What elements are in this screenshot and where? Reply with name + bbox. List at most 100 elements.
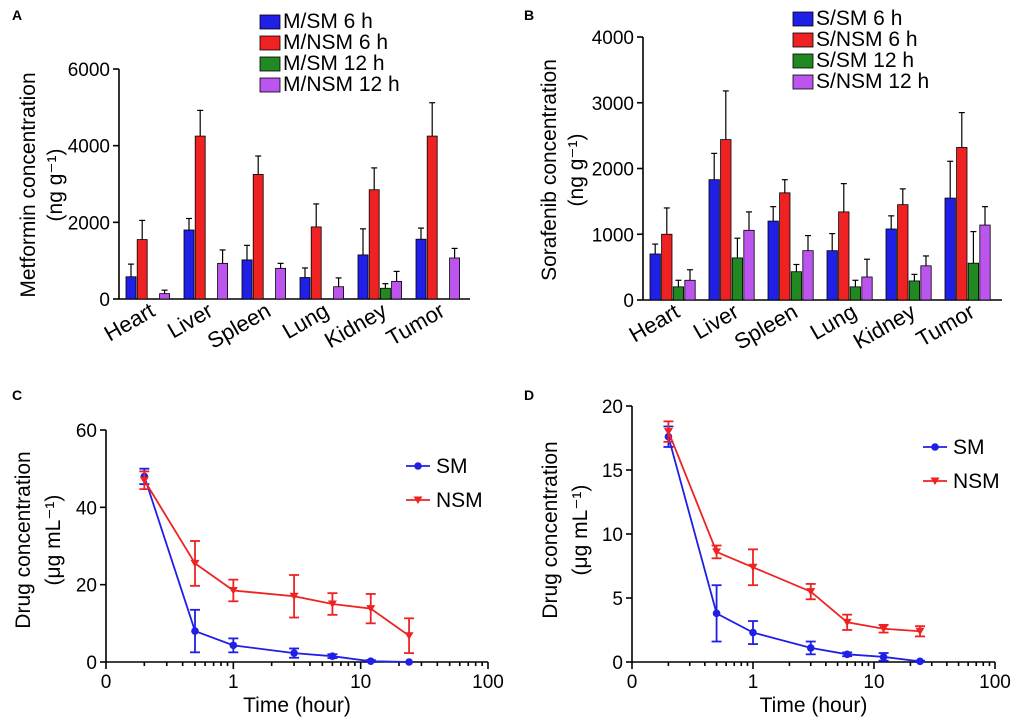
x-tick-label: 1	[748, 672, 759, 693]
bar	[672, 286, 685, 301]
x-tick-label: 10	[863, 672, 884, 693]
bar	[125, 276, 137, 300]
panel-letter-a: A	[12, 7, 22, 23]
bar	[333, 286, 345, 300]
bar	[183, 229, 195, 300]
y-tick-label: 1000	[592, 225, 634, 246]
bar	[194, 135, 206, 300]
data-point	[229, 641, 238, 650]
y-tick-label: 20	[602, 397, 623, 418]
x-tick-label: 0	[627, 672, 638, 693]
bar	[897, 204, 909, 301]
y-tick-label: 4000	[68, 137, 110, 158]
bar	[357, 254, 369, 300]
data-point	[916, 657, 924, 666]
y-axis-unit: (ng g⁻¹)	[565, 134, 588, 207]
bar	[159, 293, 171, 300]
bar	[826, 250, 838, 301]
bar	[449, 257, 461, 300]
legend-marker	[414, 462, 422, 470]
category-label: Kidney	[320, 298, 391, 353]
y-tick-label: 20	[76, 576, 97, 597]
legend-marker	[413, 496, 423, 504]
category-label: Tumor	[382, 298, 449, 351]
y-tick-label: 5	[612, 589, 623, 610]
data-point	[879, 625, 889, 633]
data-point	[405, 658, 413, 666]
data-point	[663, 428, 673, 436]
bar	[708, 179, 720, 301]
bar	[275, 267, 287, 300]
data-point	[190, 559, 200, 568]
data-point	[139, 476, 149, 485]
y-tick-label: 0	[86, 653, 97, 674]
legend-label: S/SM 12 h	[816, 49, 914, 72]
category-label: Tumor	[912, 299, 979, 352]
bar	[368, 189, 380, 300]
bar	[885, 228, 897, 301]
data-point	[289, 592, 299, 601]
y-tick-label: 40	[76, 498, 97, 519]
y-tick-label: 4000	[592, 28, 634, 49]
chart-panel-c: 0 20 40 60 0 1 10 100 Time (hour) Drug concentrat…	[12, 421, 504, 717]
data-point	[843, 650, 851, 659]
bar	[790, 271, 803, 301]
y-axis-title: Drug concentration	[539, 441, 562, 618]
legend-label: SM	[436, 455, 468, 478]
series-line	[667, 431, 921, 633]
legend-marker	[930, 477, 940, 485]
y-tick-label: 10	[602, 525, 623, 546]
legend-swatch	[259, 35, 281, 51]
x-tick-label: 100	[472, 672, 504, 693]
y-tick-label: 3000	[592, 94, 634, 115]
legend-label: S/SM 6 h	[816, 7, 902, 30]
category-label: Kidney	[849, 299, 920, 354]
legend-swatch	[259, 56, 281, 72]
bar	[767, 220, 779, 301]
bar	[743, 229, 755, 301]
x-tick-label: 100	[979, 672, 1011, 693]
y-tick-label: 2000	[592, 160, 634, 181]
legend-label: SM	[953, 436, 985, 459]
legend-label: NSM	[953, 470, 1000, 493]
y-axis-title: Sorafenib concentration	[538, 59, 561, 281]
series-line	[143, 476, 410, 663]
data-point	[191, 627, 199, 635]
legend-label: S/NSM 6 h	[816, 28, 918, 51]
bar	[861, 276, 873, 301]
category-label: Spleen	[203, 298, 275, 354]
legend-label: M/SM 6 h	[283, 10, 373, 33]
x-axis-title: Time (hour)	[760, 694, 868, 717]
panel-letter-b: B	[524, 7, 534, 23]
data-point	[806, 588, 816, 596]
category-label: Spleen	[730, 299, 802, 355]
x-tick-label: 1	[228, 672, 239, 693]
data-point	[915, 627, 925, 636]
bar	[944, 197, 956, 301]
data-point	[328, 652, 337, 660]
series-line	[143, 479, 410, 637]
bar	[649, 253, 661, 301]
data-point	[366, 605, 376, 613]
y-tick-label: 15	[602, 461, 623, 482]
data-point	[749, 628, 757, 637]
x-tick-label: 0	[101, 672, 112, 693]
legend-marker	[931, 443, 939, 451]
bar	[802, 250, 814, 301]
data-point	[842, 618, 852, 627]
bar	[136, 239, 148, 300]
bar	[920, 265, 932, 301]
panel-letter-c: C	[12, 387, 22, 403]
legend-swatch	[792, 32, 814, 48]
bar	[415, 238, 427, 300]
data-point	[712, 548, 722, 556]
y-axis-title: Drug concentration	[12, 451, 35, 628]
legend-swatch	[792, 74, 814, 90]
bar	[908, 280, 921, 301]
y-axis-unit: (μg mL⁻¹)	[569, 485, 592, 576]
bar	[684, 279, 696, 301]
data-point	[290, 649, 298, 657]
legend-swatch	[259, 14, 281, 30]
